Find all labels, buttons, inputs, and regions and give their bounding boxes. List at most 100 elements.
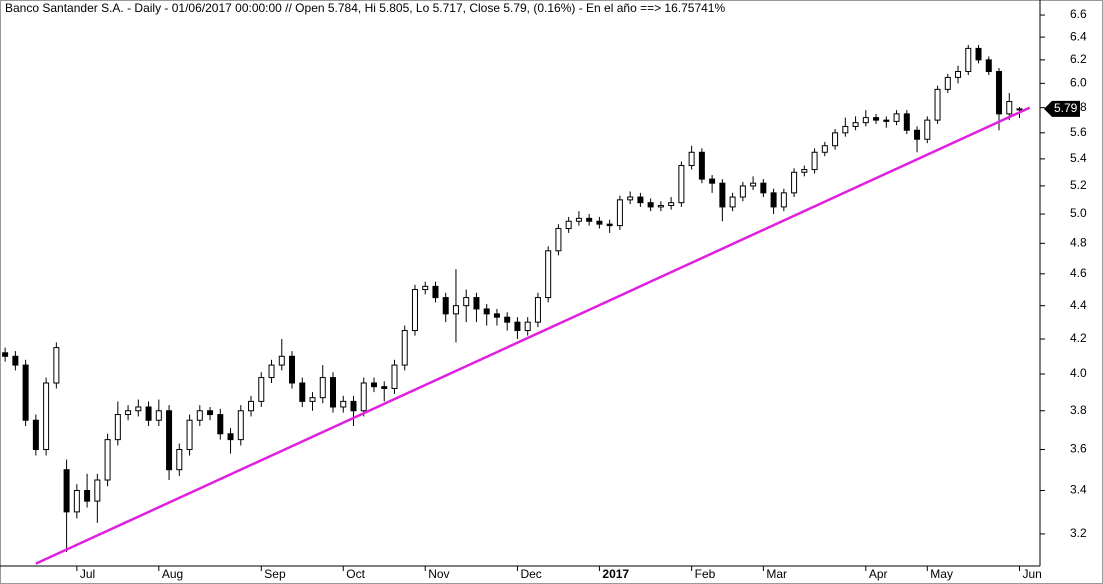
candle-body bbox=[196, 410, 203, 421]
y-tick-label: 5.2 bbox=[1070, 178, 1087, 192]
candle-body bbox=[360, 382, 367, 412]
candle-body bbox=[237, 410, 244, 441]
x-tick-label: 2017 bbox=[602, 567, 629, 581]
candle-body bbox=[330, 377, 337, 408]
candle-body bbox=[678, 165, 685, 204]
candle-body bbox=[514, 321, 521, 332]
y-tick-label: 4.0 bbox=[1070, 366, 1087, 380]
candle-body bbox=[114, 414, 121, 441]
candle-body bbox=[555, 228, 562, 252]
candle-body bbox=[944, 76, 951, 90]
candle-body bbox=[883, 119, 890, 122]
candle-body bbox=[688, 151, 695, 167]
candle-body bbox=[985, 59, 992, 73]
y-tick-label: 5.4 bbox=[1070, 151, 1087, 165]
candle-body bbox=[750, 182, 757, 187]
candle-body bbox=[483, 308, 490, 315]
candle-body bbox=[370, 382, 377, 388]
trendline bbox=[35, 106, 1031, 565]
y-tick-label: 6.6 bbox=[1070, 7, 1087, 21]
candle-body bbox=[565, 220, 572, 230]
x-tick-label: Feb bbox=[695, 567, 716, 581]
y-tick-label: 3.4 bbox=[1070, 483, 1087, 497]
candle-body bbox=[186, 419, 193, 451]
candle-body bbox=[473, 297, 480, 310]
candle-body bbox=[53, 347, 60, 384]
y-tick-label: 4.2 bbox=[1070, 331, 1087, 345]
candle-body bbox=[63, 469, 70, 513]
candle-body bbox=[903, 113, 910, 131]
candle-body bbox=[299, 382, 306, 402]
candle-body bbox=[227, 433, 234, 441]
candle-body bbox=[965, 47, 972, 73]
candle-body bbox=[637, 196, 644, 204]
candle-body bbox=[524, 321, 531, 332]
candle-body bbox=[893, 113, 900, 122]
candle-body bbox=[381, 386, 388, 389]
x-tick-label: Jun bbox=[1023, 567, 1042, 581]
candle-body bbox=[401, 330, 408, 366]
candle-body bbox=[924, 119, 931, 140]
candle-body bbox=[1006, 101, 1013, 115]
candle-body bbox=[309, 397, 316, 402]
y-tick-label: 6.2 bbox=[1070, 52, 1087, 66]
candle-body bbox=[862, 117, 869, 124]
candle-body bbox=[545, 250, 552, 299]
candle-body bbox=[104, 439, 111, 481]
candle-body bbox=[145, 406, 152, 421]
candle-body bbox=[452, 305, 459, 315]
candle-body bbox=[463, 297, 470, 307]
x-tick-label: Apr bbox=[869, 567, 888, 581]
x-tick-label: May bbox=[930, 567, 953, 581]
y-tick-label: 3.2 bbox=[1070, 526, 1087, 540]
candle-body bbox=[606, 223, 613, 227]
candle-body bbox=[504, 316, 511, 323]
candle-body bbox=[340, 400, 347, 408]
candle-body bbox=[350, 400, 357, 412]
candle-body bbox=[801, 169, 808, 173]
candle-body bbox=[996, 71, 1003, 115]
candle-body bbox=[616, 199, 623, 227]
candle-body bbox=[391, 364, 398, 389]
candle-body bbox=[278, 355, 285, 366]
candle-body bbox=[811, 151, 818, 171]
candle-body bbox=[647, 202, 654, 208]
candle-body bbox=[821, 145, 828, 153]
candle-body bbox=[975, 47, 982, 61]
candle-body bbox=[248, 400, 255, 412]
candle-body bbox=[534, 297, 541, 323]
candle-body bbox=[709, 178, 716, 184]
candle-body bbox=[442, 297, 449, 315]
candle-body bbox=[125, 410, 132, 416]
candle-body bbox=[832, 132, 839, 147]
candle-body bbox=[914, 129, 921, 140]
y-tick-label: 5.0 bbox=[1070, 206, 1087, 220]
candle-body bbox=[432, 285, 439, 299]
candle-body bbox=[94, 479, 101, 502]
y-tick-label: 3.6 bbox=[1070, 442, 1087, 456]
x-tick-label: Nov bbox=[428, 567, 449, 581]
candle-body bbox=[1016, 108, 1023, 111]
x-tick-label: Sep bbox=[264, 567, 286, 581]
y-tick-label: 3.8 bbox=[1070, 403, 1087, 417]
y-tick-label: 5.6 bbox=[1070, 125, 1087, 139]
last-price-label: 5.79 bbox=[1054, 101, 1078, 115]
candle-body bbox=[422, 285, 429, 291]
candle-body bbox=[575, 217, 582, 222]
y-tick-label: 6.4 bbox=[1070, 29, 1087, 43]
candle-body bbox=[955, 71, 962, 78]
candle-body bbox=[32, 419, 39, 451]
y-tick-label: 4.6 bbox=[1070, 266, 1087, 280]
candle-body bbox=[842, 125, 849, 134]
candle-body bbox=[258, 377, 265, 402]
candle-body bbox=[207, 410, 214, 416]
x-tick-label: Mar bbox=[766, 567, 787, 581]
x-tick-label: Jul bbox=[80, 567, 95, 581]
candle-body bbox=[852, 122, 859, 127]
candle-body bbox=[698, 151, 705, 180]
y-tick-label: 6.0 bbox=[1070, 76, 1087, 90]
candle-body bbox=[934, 88, 941, 121]
y-tick-label: 4.4 bbox=[1070, 298, 1087, 312]
